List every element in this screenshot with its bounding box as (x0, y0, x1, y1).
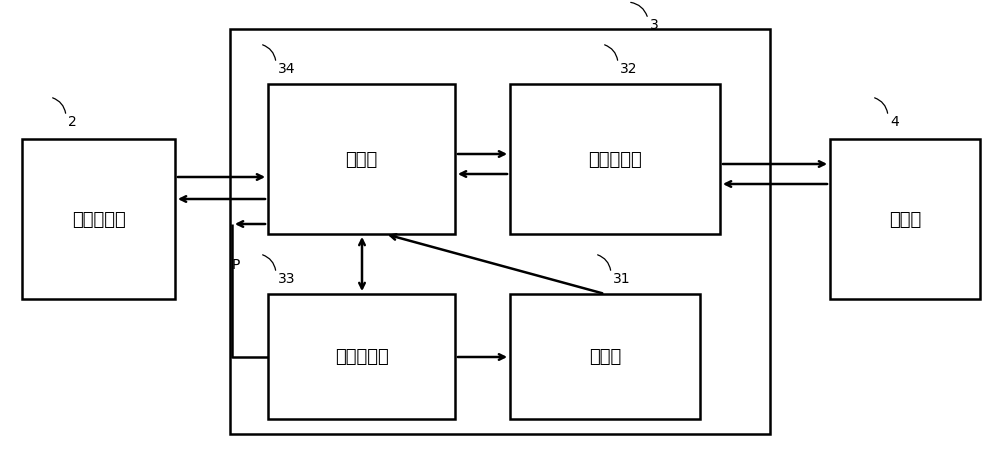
Text: P: P (232, 257, 240, 271)
Text: 33: 33 (278, 271, 296, 285)
Text: 通信控制部: 通信控制部 (72, 211, 125, 229)
Bar (230, 30, 770, 434)
Text: 电压监视部: 电压监视部 (335, 348, 388, 366)
Text: 4: 4 (890, 115, 899, 129)
Text: 记录部: 记录部 (589, 348, 621, 366)
Bar (510, 85, 720, 235)
Text: 31: 31 (613, 271, 631, 285)
Bar (830, 140, 980, 299)
Bar (22, 140, 175, 299)
Text: 34: 34 (278, 62, 296, 76)
Bar (268, 294, 455, 419)
Text: 32: 32 (620, 62, 638, 76)
Text: 接口部: 接口部 (345, 151, 378, 168)
Text: 显示驱动部: 显示驱动部 (588, 151, 642, 168)
Bar (268, 85, 455, 235)
Text: 3: 3 (650, 18, 659, 32)
Bar (510, 294, 700, 419)
Text: 2: 2 (68, 115, 77, 129)
Text: 显示部: 显示部 (889, 211, 921, 229)
